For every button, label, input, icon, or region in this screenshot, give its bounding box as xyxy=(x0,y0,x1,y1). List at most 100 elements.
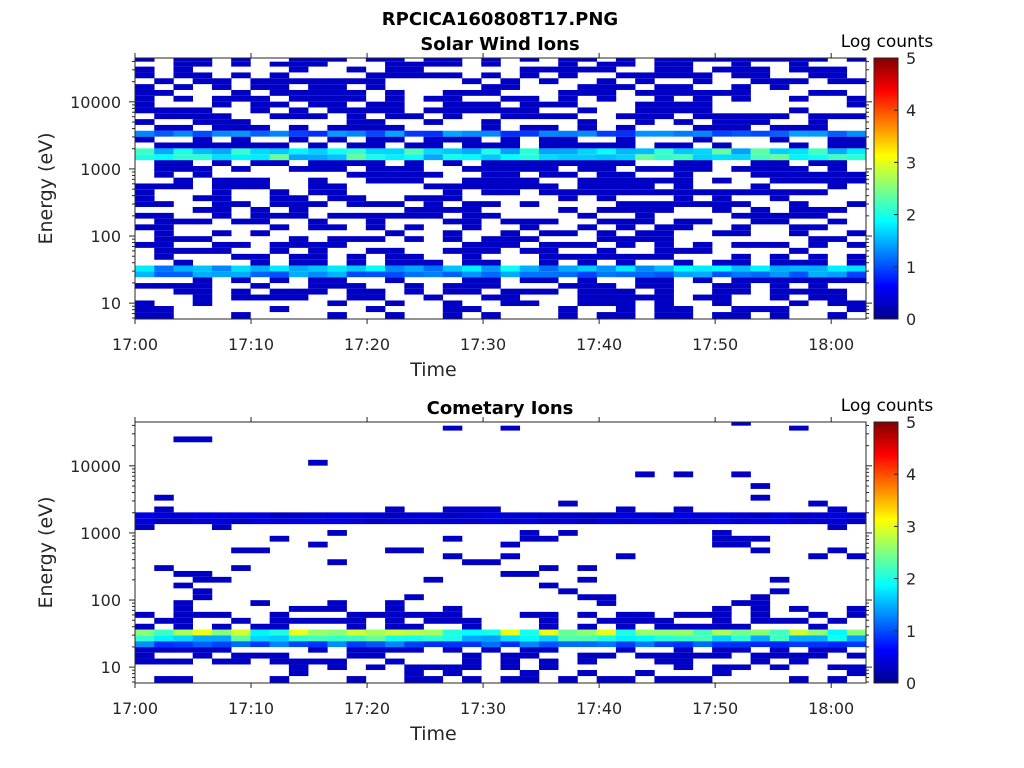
heatmap-cell xyxy=(615,512,636,519)
heatmap-cell xyxy=(846,635,867,642)
heatmap-cell xyxy=(154,124,174,131)
heatmap-cell xyxy=(192,166,213,172)
heatmap-cell xyxy=(596,600,617,606)
heatmap-cell xyxy=(673,171,694,178)
heatmap-cell xyxy=(808,160,828,167)
heatmap-cell xyxy=(192,171,213,178)
heatmap-cell xyxy=(385,61,405,67)
heatmap-cell xyxy=(385,617,405,624)
heatmap-cell xyxy=(846,265,867,272)
heatmap-cell xyxy=(442,148,463,155)
heatmap-cell xyxy=(288,154,309,161)
heatmap-cell xyxy=(385,271,405,278)
heatmap-cell xyxy=(385,177,405,184)
heatmap-cell xyxy=(173,84,194,90)
heatmap-cell xyxy=(423,518,444,525)
heatmap-cell xyxy=(538,277,559,284)
heatmap-cell xyxy=(635,119,655,125)
heatmap-cell xyxy=(596,271,617,278)
heatmap-cell xyxy=(808,271,828,278)
heatmap-cell xyxy=(327,212,347,219)
heatmap-cell xyxy=(135,518,155,525)
heatmap-cell xyxy=(846,230,867,237)
heatmap-cell xyxy=(577,183,597,190)
heatmap-cell xyxy=(173,623,194,630)
heatmap-cell xyxy=(135,265,155,272)
heatmap-cell xyxy=(577,265,597,272)
heatmap-cell xyxy=(654,253,674,260)
heatmap-cell xyxy=(635,148,655,155)
heatmap-cell xyxy=(442,512,463,519)
heatmap-cell xyxy=(269,72,290,79)
heatmap-cell xyxy=(731,113,751,120)
heatmap-cell xyxy=(231,130,251,137)
heatmap-cell xyxy=(423,212,444,219)
heatmap-cell xyxy=(808,611,828,618)
heatmap-cell xyxy=(481,212,501,219)
heatmap-cell xyxy=(250,160,270,167)
heatmap-cell xyxy=(442,670,463,677)
heatmap-cell xyxy=(769,218,790,225)
heatmap-cell xyxy=(173,658,194,665)
heatmap-cell xyxy=(769,154,790,161)
heatmap-cell xyxy=(135,84,155,90)
heatmap-cell xyxy=(135,312,155,319)
heatmap-cell xyxy=(404,195,424,202)
heatmap-cell xyxy=(558,142,578,149)
heatmap-cell xyxy=(731,212,751,219)
heatmap-cell xyxy=(154,312,174,319)
heatmap-cell xyxy=(346,212,367,219)
heatmap-cell xyxy=(423,171,444,178)
heatmap-cell xyxy=(769,160,790,167)
heatmap-cell xyxy=(442,611,463,618)
heatmap-cell xyxy=(288,166,309,172)
heatmap-cell xyxy=(596,206,617,213)
heatmap-cell xyxy=(481,506,501,513)
heatmap-cell xyxy=(635,277,655,284)
heatmap-cell xyxy=(538,166,559,172)
heatmap-cell xyxy=(692,641,713,648)
heatmap-cell xyxy=(538,641,559,648)
heatmap-cell xyxy=(731,241,751,248)
heatmap-cell xyxy=(538,623,559,630)
heatmap-cell xyxy=(288,641,309,648)
heatmap-cell xyxy=(135,58,155,62)
heatmap-cell xyxy=(577,177,597,184)
heatmap-cell xyxy=(327,518,347,525)
heatmap-cell xyxy=(577,166,597,172)
heatmap-cell xyxy=(404,518,424,525)
heatmap-cell xyxy=(192,271,213,278)
heatmap-cell xyxy=(365,611,386,618)
heatmap-cell xyxy=(673,189,694,196)
heatmap-cell xyxy=(423,664,444,671)
heatmap-cell xyxy=(269,89,290,96)
heatmap-cell xyxy=(750,600,771,606)
heatmap-cell xyxy=(442,154,463,161)
heatmap-cell xyxy=(481,241,501,248)
heatmap-cell xyxy=(231,617,251,624)
heatmap-cell xyxy=(173,107,194,114)
heatmap-cell xyxy=(712,629,732,636)
heatmap-cell xyxy=(404,283,424,289)
heatmap-cell xyxy=(558,588,578,595)
heatmap-cell xyxy=(808,500,828,507)
heatmap-cell xyxy=(750,494,771,501)
heatmap-cell xyxy=(692,247,713,254)
heatmap-cell xyxy=(154,78,174,85)
heatmap-cell xyxy=(654,641,674,648)
heatmap-cell xyxy=(500,189,521,196)
heatmap-cell xyxy=(596,218,617,225)
heatmap-cell xyxy=(827,206,848,213)
heatmap-cell xyxy=(500,166,521,172)
heatmap-cell xyxy=(712,635,732,642)
heatmap-cell xyxy=(538,582,559,589)
heatmap-cell xyxy=(327,84,347,90)
x-tick-label: 17:50 xyxy=(692,335,738,354)
heatmap-cell xyxy=(769,265,790,272)
heatmap-cell xyxy=(654,623,674,630)
heatmap-cell xyxy=(385,130,405,137)
heatmap-cell xyxy=(154,113,174,120)
heatmap-cell xyxy=(288,78,309,85)
heatmap-cell xyxy=(654,107,674,114)
heatmap-cell xyxy=(558,629,578,636)
